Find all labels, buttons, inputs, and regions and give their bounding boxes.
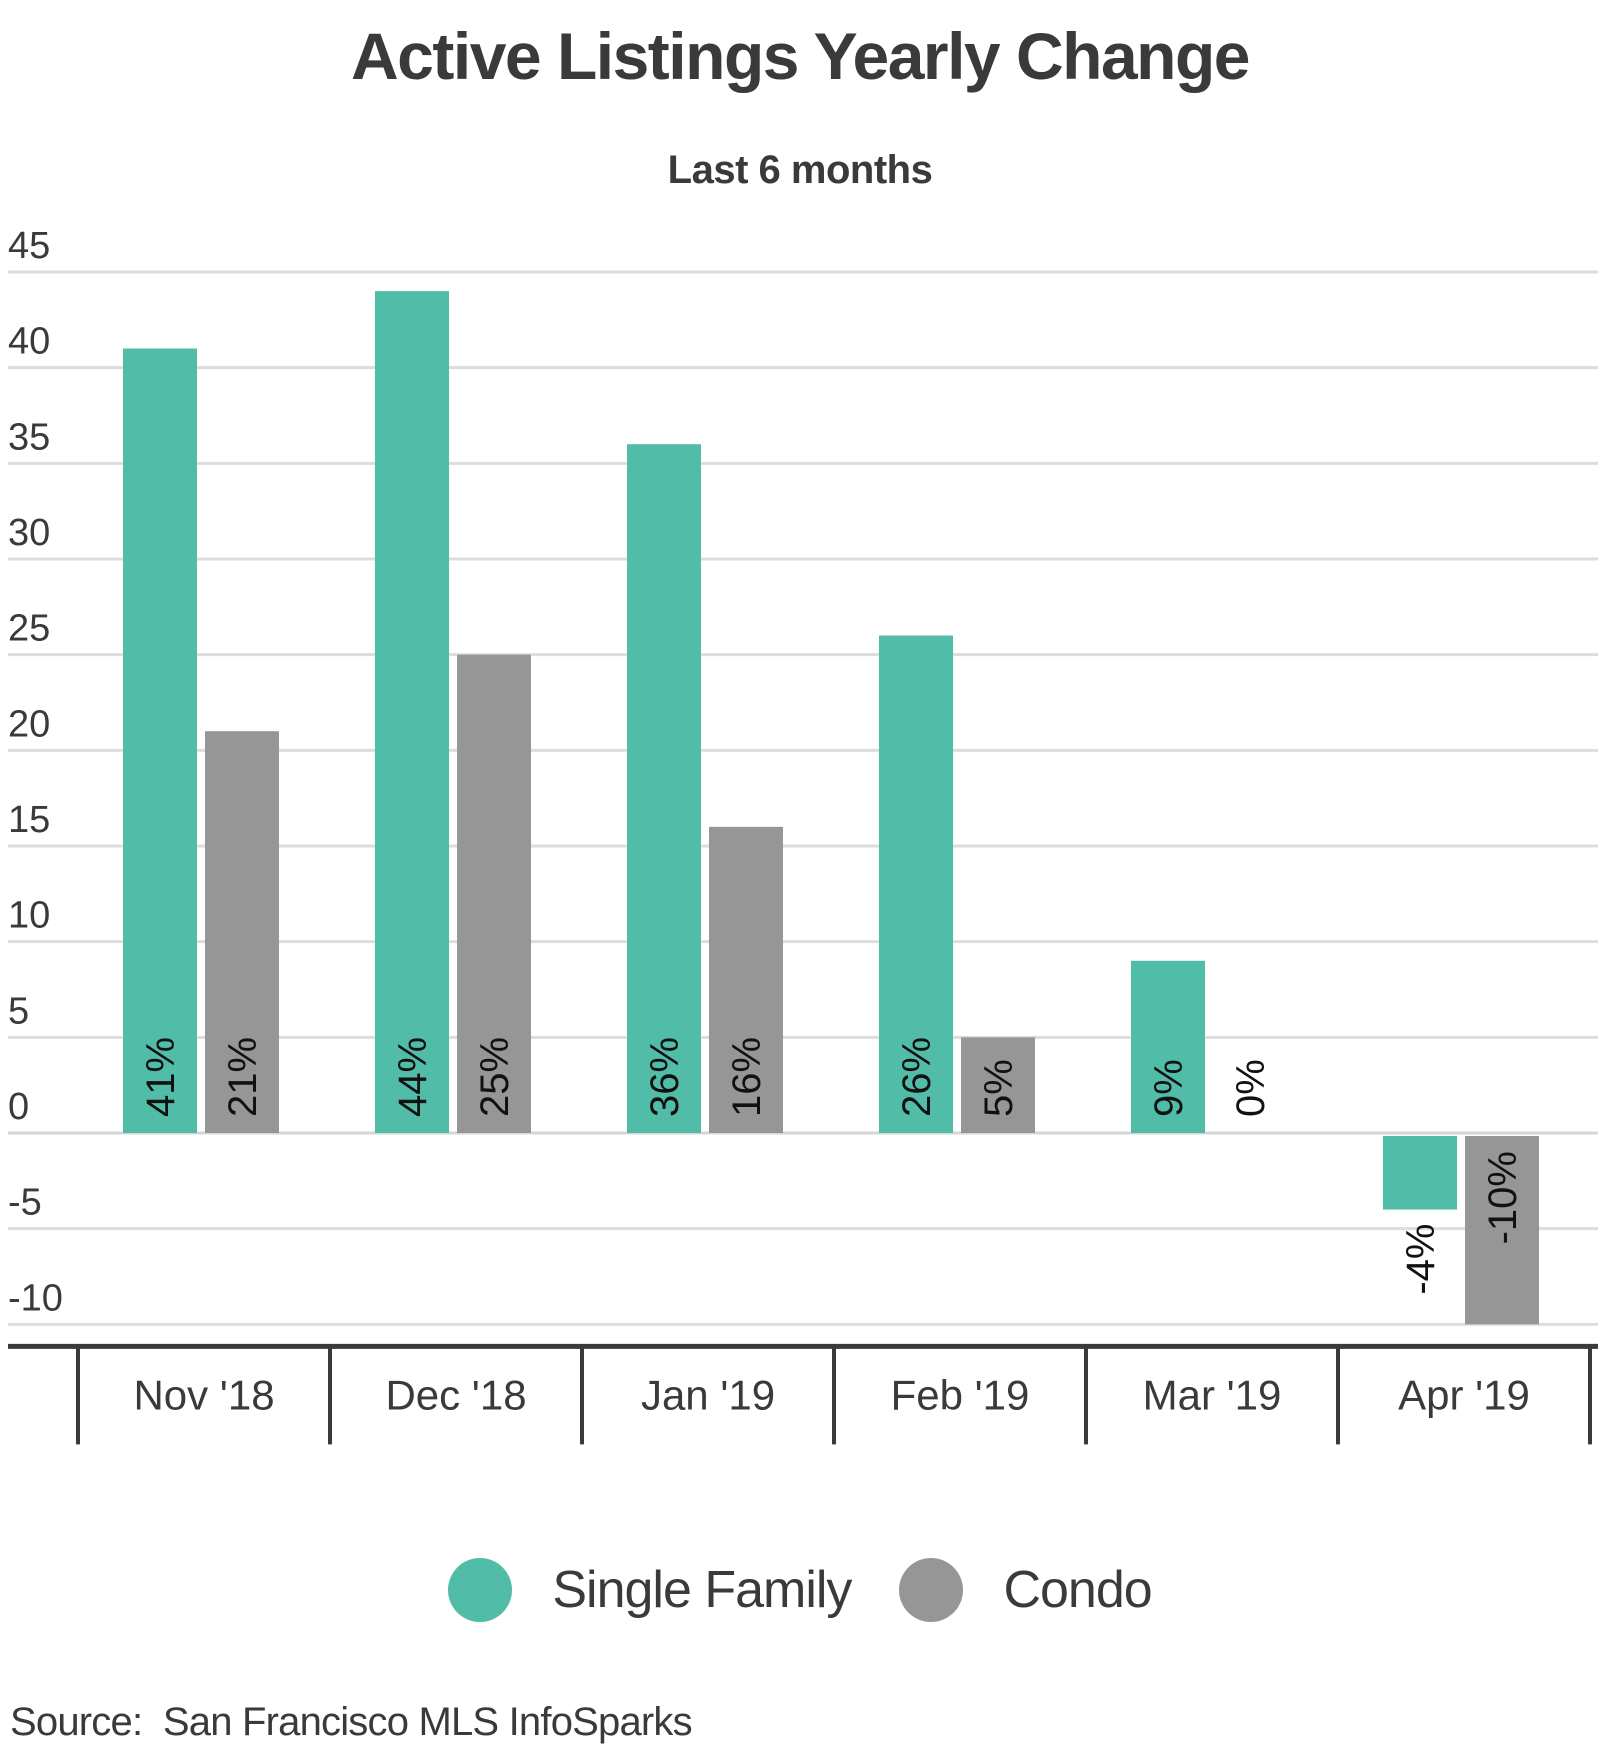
data-label: 9% — [1147, 1059, 1191, 1117]
legend-label-single-family: Single Family — [552, 1561, 852, 1619]
legend-swatch-condo — [899, 1558, 964, 1622]
bar — [961, 1037, 1035, 1133]
bar — [1131, 960, 1205, 1133]
bar — [709, 826, 783, 1133]
bar — [627, 444, 701, 1133]
x-category-label: Jan '19 — [641, 1371, 775, 1418]
data-label: -10% — [1481, 1151, 1525, 1244]
legend-swatch-single-family — [448, 1558, 513, 1622]
x-category-label: Apr '19 — [1398, 1371, 1530, 1418]
bar — [879, 635, 953, 1133]
y-tick-label: 20 — [8, 703, 50, 745]
y-tick-label: 35 — [8, 416, 50, 458]
y-tick-label: 0 — [8, 1086, 29, 1128]
data-label: 44% — [391, 1037, 435, 1117]
y-tick-label: -5 — [8, 1182, 42, 1224]
data-label: 5% — [977, 1059, 1021, 1117]
data-label: -4% — [1399, 1224, 1443, 1295]
bar — [457, 654, 531, 1133]
y-axis-ticks: 45 40 35 30 25 20 15 10 5 0 -5 -10 — [8, 225, 63, 1319]
x-category-label: Nov '18 — [133, 1371, 274, 1418]
x-category-label: Feb '19 — [891, 1371, 1030, 1418]
legend: Single Family Condo — [0, 1558, 1600, 1622]
chart-title: Active Listings Yearly Change — [351, 19, 1250, 93]
data-labels: 41% 21% 44% 25% 36% 16% 26% 5% 9% 0% -4% -10% — [139, 1037, 1525, 1295]
data-label: 36% — [643, 1037, 687, 1117]
chart-subtitle: Last 6 months — [667, 148, 933, 192]
y-tick-label: 5 — [8, 990, 29, 1032]
y-tick-label: 25 — [8, 608, 50, 650]
legend-item-single-family: Single Family — [448, 1558, 852, 1622]
y-tick-label: 10 — [8, 895, 50, 937]
x-category-label: Mar '19 — [1143, 1371, 1282, 1418]
legend-item-condo: Condo — [899, 1558, 1153, 1622]
x-axis: Nov '18 Dec '18 Jan '19 Feb '19 Mar '19 Apr '… — [8, 1343, 1598, 1445]
data-label: 41% — [139, 1037, 183, 1117]
y-tick-label: 45 — [8, 225, 50, 267]
y-tick-label: 40 — [8, 321, 50, 363]
data-label: 0% — [1229, 1059, 1273, 1117]
legend-label-condo: Condo — [1003, 1561, 1152, 1619]
bar — [375, 291, 449, 1134]
y-tick-label: 15 — [8, 799, 50, 841]
bar — [205, 731, 279, 1133]
data-label: 25% — [473, 1037, 517, 1117]
y-tick-label: -10 — [8, 1277, 63, 1319]
y-tick-label: 30 — [8, 512, 50, 554]
bar — [1465, 1136, 1539, 1325]
data-label: 26% — [895, 1037, 939, 1117]
bar — [1383, 1136, 1457, 1210]
source-note: Source: San Francisco MLS InfoSparks — [10, 1700, 693, 1744]
bars — [123, 291, 1539, 1325]
data-label: 16% — [725, 1037, 769, 1117]
data-label: 21% — [221, 1037, 265, 1117]
x-category-label: Dec '18 — [385, 1371, 526, 1418]
bar-chart: 45 40 35 30 25 20 15 10 5 0 -5 -10 41% 21% 44% 25% 36% 1… — [8, 225, 1598, 1445]
bar — [123, 348, 197, 1133]
